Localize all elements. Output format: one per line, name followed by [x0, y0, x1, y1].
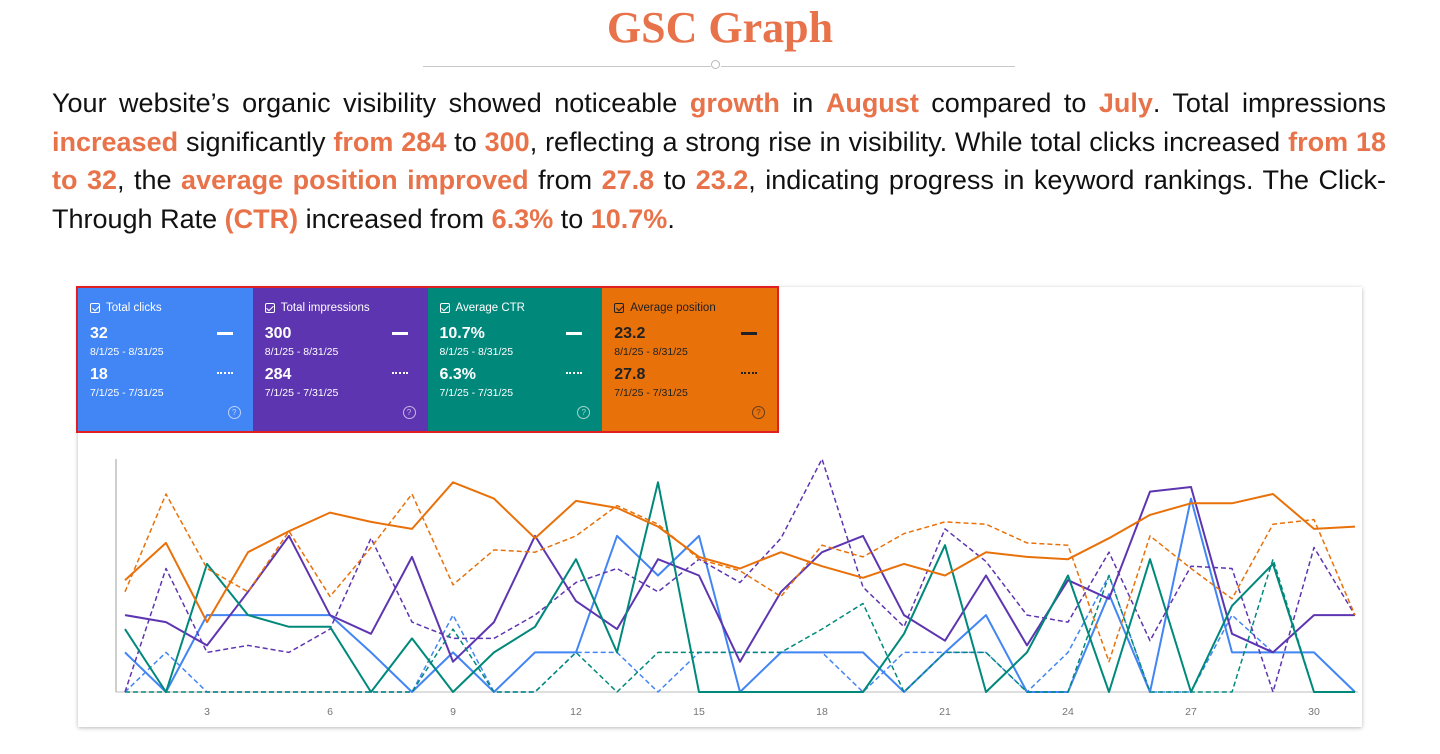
metric-current-range: 8/1/25 - 8/31/25 [90, 346, 164, 358]
x-tick-label: 24 [1062, 706, 1074, 718]
metric-previous-range: 7/1/25 - 7/31/25 [439, 387, 514, 399]
performance-line-chart: 3 6 9 12 15 18 21 24 27 30 [115, 458, 1358, 718]
summary-text: compared to [918, 88, 1099, 118]
metric-card-clicks[interactable]: Total clicks 32 8/1/25 - 8/31/25 18 7/1/25 -… [78, 288, 253, 431]
metric-label: Average position [630, 302, 716, 314]
x-tick-label: 18 [816, 706, 828, 718]
metric-previous-range: 7/1/25 - 7/31/25 [90, 387, 164, 399]
summary-highlight: July [1098, 88, 1153, 118]
metric-cards: Total clicks 32 8/1/25 - 8/31/25 18 7/1/25 -… [76, 286, 779, 433]
metric-card-impressions[interactable]: Total impressions 300 8/1/25 - 8/31/25 284 7… [252, 288, 428, 431]
help-icon[interactable]: ? [752, 406, 765, 419]
summary-text: to [446, 126, 485, 157]
checkbox-icon[interactable] [439, 303, 450, 313]
summary-highlight: growth [689, 88, 780, 118]
series-line-ctr-previous [125, 558, 1355, 693]
metric-previous-value: 284 [264, 366, 292, 383]
summary-highlight: 300 [484, 126, 530, 157]
solid-line-legend-icon [391, 332, 408, 335]
metric-header: Total clicks [90, 302, 162, 314]
title-divider-right [721, 66, 1015, 67]
metric-current-range: 8/1/25 - 8/31/25 [614, 346, 688, 358]
checkbox-icon[interactable] [264, 303, 275, 313]
summary-text: . [667, 203, 675, 234]
summary-text: , the [117, 165, 182, 195]
metric-current-range: 8/1/25 - 8/31/25 [264, 346, 339, 358]
x-tick-label: 3 [204, 706, 210, 718]
dashed-line-legend-icon [216, 372, 233, 374]
summary-text: significantly [178, 126, 334, 157]
metric-current-range: 8/1/25 - 8/31/25 [439, 346, 514, 358]
metric-previous-range: 7/1/25 - 7/31/25 [614, 387, 688, 399]
summary-text: to [553, 203, 591, 234]
solid-line-legend-icon [741, 332, 757, 335]
x-tick-label: 21 [939, 706, 951, 718]
summary-text: increased from [298, 203, 492, 234]
x-tick-label: 12 [570, 706, 582, 718]
solid-line-legend-icon [566, 332, 583, 335]
x-tick-label: 15 [693, 706, 705, 718]
metric-label: Total clicks [106, 302, 162, 314]
title-divider-ornament [711, 60, 720, 69]
solid-line-legend-icon [216, 332, 233, 335]
summary-highlight: increased [52, 126, 179, 157]
x-tick-label: 30 [1308, 706, 1320, 718]
summary-text: to [654, 165, 696, 195]
series-line-impressions-previous [124, 458, 1356, 693]
metric-current-value: 10.7% [439, 325, 485, 342]
metric-card-ctr[interactable]: Average CTR 10.7% 8/1/25 - 8/31/25 6.3% 7/1/… [427, 288, 603, 431]
metric-label: Total impressions [280, 302, 370, 314]
dashed-line-legend-icon [566, 372, 583, 374]
summary-highlight: from 18 to 32 [52, 126, 1386, 196]
help-icon[interactable]: ? [577, 406, 591, 419]
metric-previous-value: 6.3% [439, 366, 476, 383]
summary-highlight: 10.7% [590, 203, 668, 234]
summary-text: , indicating progress in keyword ranking… [52, 165, 1386, 234]
summary-highlight: 27.8 [601, 165, 655, 195]
x-tick-label: 9 [450, 706, 456, 718]
metric-current-value: 23.2 [614, 325, 646, 342]
title-divider-left [423, 66, 711, 67]
summary-paragraph: Your website’s organic visibility showed… [52, 84, 1386, 238]
page-title: GSC Graph [606, 3, 834, 52]
metric-current-value: 32 [90, 325, 108, 342]
checkbox-icon[interactable] [90, 303, 100, 313]
metric-previous-value: 18 [90, 366, 108, 383]
metric-previous-range: 7/1/25 - 7/31/25 [264, 387, 339, 399]
summary-highlight: 23.2 [695, 165, 749, 195]
summary-highlight: August [825, 88, 919, 118]
metric-header: Total impressions [264, 302, 370, 314]
checkbox-icon[interactable] [614, 303, 625, 313]
series-line-clicks-current [124, 497, 1356, 693]
summary-text: in [779, 88, 826, 118]
metric-label: Average CTR [455, 302, 525, 314]
series-line-impressions-current [124, 486, 1355, 663]
summary-text: Your website’s organic visibility showed… [52, 88, 690, 118]
summary-text: from [528, 165, 602, 195]
summary-highlight: 6.3% [491, 203, 554, 234]
x-tick-label: 6 [327, 706, 333, 718]
x-tick-label: 27 [1185, 706, 1197, 718]
help-icon[interactable]: ? [227, 406, 241, 419]
series-line-position-previous [124, 493, 1356, 663]
metric-header: Average position [614, 302, 716, 314]
dashed-line-legend-icon [391, 372, 408, 374]
summary-highlight: average position improved [181, 165, 529, 195]
metric-card-position[interactable]: Average position 23.2 8/1/25 - 8/31/25 27.8… [602, 288, 777, 431]
metric-previous-value: 27.8 [614, 366, 646, 383]
summary-text: . Total impressions [1152, 88, 1387, 118]
metric-header: Average CTR [439, 302, 525, 314]
series-line-position-current [124, 481, 1356, 624]
metric-current-value: 300 [264, 325, 292, 342]
summary-text: , reflecting a strong rise in visibility… [529, 126, 1289, 157]
help-icon[interactable]: ? [402, 406, 416, 419]
dashed-line-legend-icon [741, 372, 757, 374]
summary-highlight: (CTR) [224, 203, 299, 234]
summary-highlight: from 284 [333, 126, 447, 157]
series-line-ctr-current [124, 481, 1355, 693]
